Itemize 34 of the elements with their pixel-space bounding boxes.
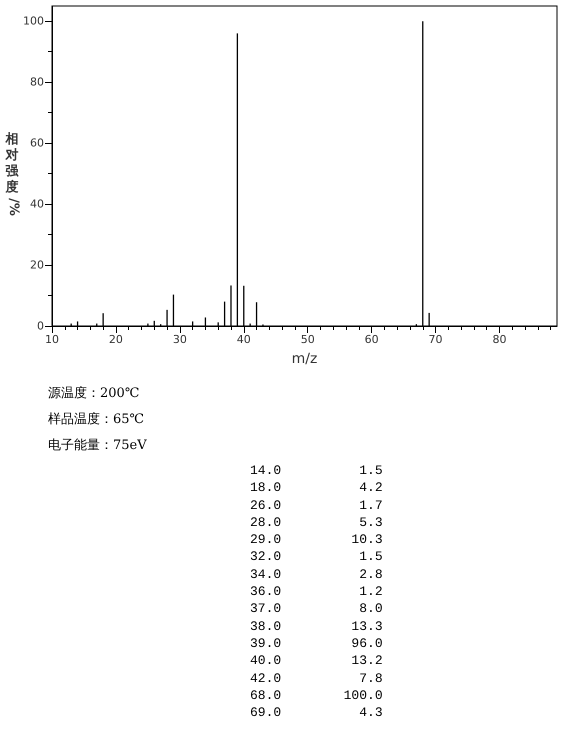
text: 26.0 1.7 — [250, 496, 383, 514]
text: 40.0 13.2 — [250, 652, 383, 670]
text: 14.0 1.5 — [250, 462, 383, 480]
text: 39.0 96.0 — [250, 634, 383, 652]
text: 样品温度：65℃ — [48, 411, 146, 429]
y-axis-title: 相对强度/% — [4, 132, 22, 216]
y-tick-label: 40 — [30, 198, 44, 211]
x-tick-label: 80 — [492, 333, 506, 346]
text: 69.0 4.3 — [250, 704, 383, 722]
y-tick-label: 100 — [23, 14, 44, 28]
text: 32.0 1.5 — [250, 548, 383, 566]
y-tick-label: 80 — [30, 76, 44, 89]
y-tick-label: 60 — [30, 136, 44, 150]
text: 18.0 4.2 — [250, 479, 383, 497]
text: 68.0 100.0 — [250, 686, 383, 704]
text: 源温度：200℃ — [48, 385, 140, 403]
x-tick-label: 40 — [236, 333, 251, 346]
text: 电子能量：75eV — [48, 437, 147, 455]
x-tick-label: 20 — [108, 333, 123, 346]
x-tick-label: 30 — [172, 333, 187, 346]
y-tick-label: 0 — [37, 320, 44, 332]
text: 42.0 7.8 — [250, 670, 383, 687]
text: 34.0 2.8 — [250, 566, 383, 584]
y-tick-label: 20 — [30, 258, 44, 272]
x-axis-title: m/z — [292, 351, 318, 367]
x-tick-label: 10 — [45, 333, 59, 346]
x-tick-label: 50 — [300, 333, 315, 346]
x-tick-label: 60 — [364, 333, 379, 346]
text: 36.0 1.2 — [250, 583, 383, 600]
text: 38.0 13.3 — [250, 618, 383, 635]
x-tick-label: 70 — [428, 333, 443, 346]
text: 28.0 5.3 — [250, 514, 383, 532]
text: 37.0 8.0 — [250, 600, 383, 618]
text: 29.0 10.3 — [250, 531, 383, 548]
